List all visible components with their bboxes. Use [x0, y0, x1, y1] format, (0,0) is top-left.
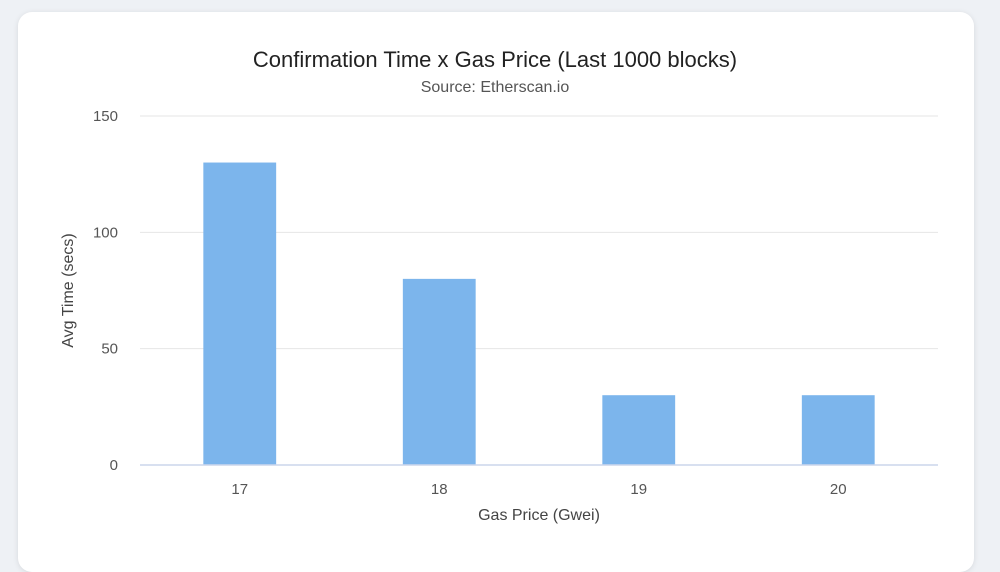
chart-card — [18, 12, 974, 572]
bars — [203, 162, 875, 466]
y-tick-label: 50 — [101, 341, 118, 358]
y-tick-label: 0 — [110, 457, 118, 474]
x-axis-title: Gas Price (Gwei) — [478, 507, 600, 524]
y-tick-label: 150 — [93, 108, 118, 125]
y-axis-title: Avg Time (secs) — [60, 233, 77, 347]
bar-chart: 0 50 100 150 17 18 19 20 Gas Price (Gwei) Avg … — [60, 108, 938, 524]
bar-20[interactable] — [801, 395, 875, 465]
bar-17[interactable] — [203, 162, 277, 466]
y-axis-ticks: 0 50 100 150 — [93, 108, 118, 474]
y-tick-label: 100 — [93, 224, 118, 241]
x-tick-label: 17 — [231, 481, 248, 498]
bar-18[interactable] — [402, 278, 476, 465]
x-tick-label: 20 — [830, 481, 847, 498]
bar-19[interactable] — [602, 395, 676, 465]
chart-subtitle: Source: Etherscan.io — [420, 79, 570, 96]
chart-title: Confirmation Time x Gas Price (Last 1000… — [252, 47, 738, 72]
x-tick-label: 18 — [431, 481, 448, 498]
x-axis-ticks: 17 18 19 20 — [231, 481, 846, 498]
x-tick-label: 19 — [630, 481, 647, 498]
